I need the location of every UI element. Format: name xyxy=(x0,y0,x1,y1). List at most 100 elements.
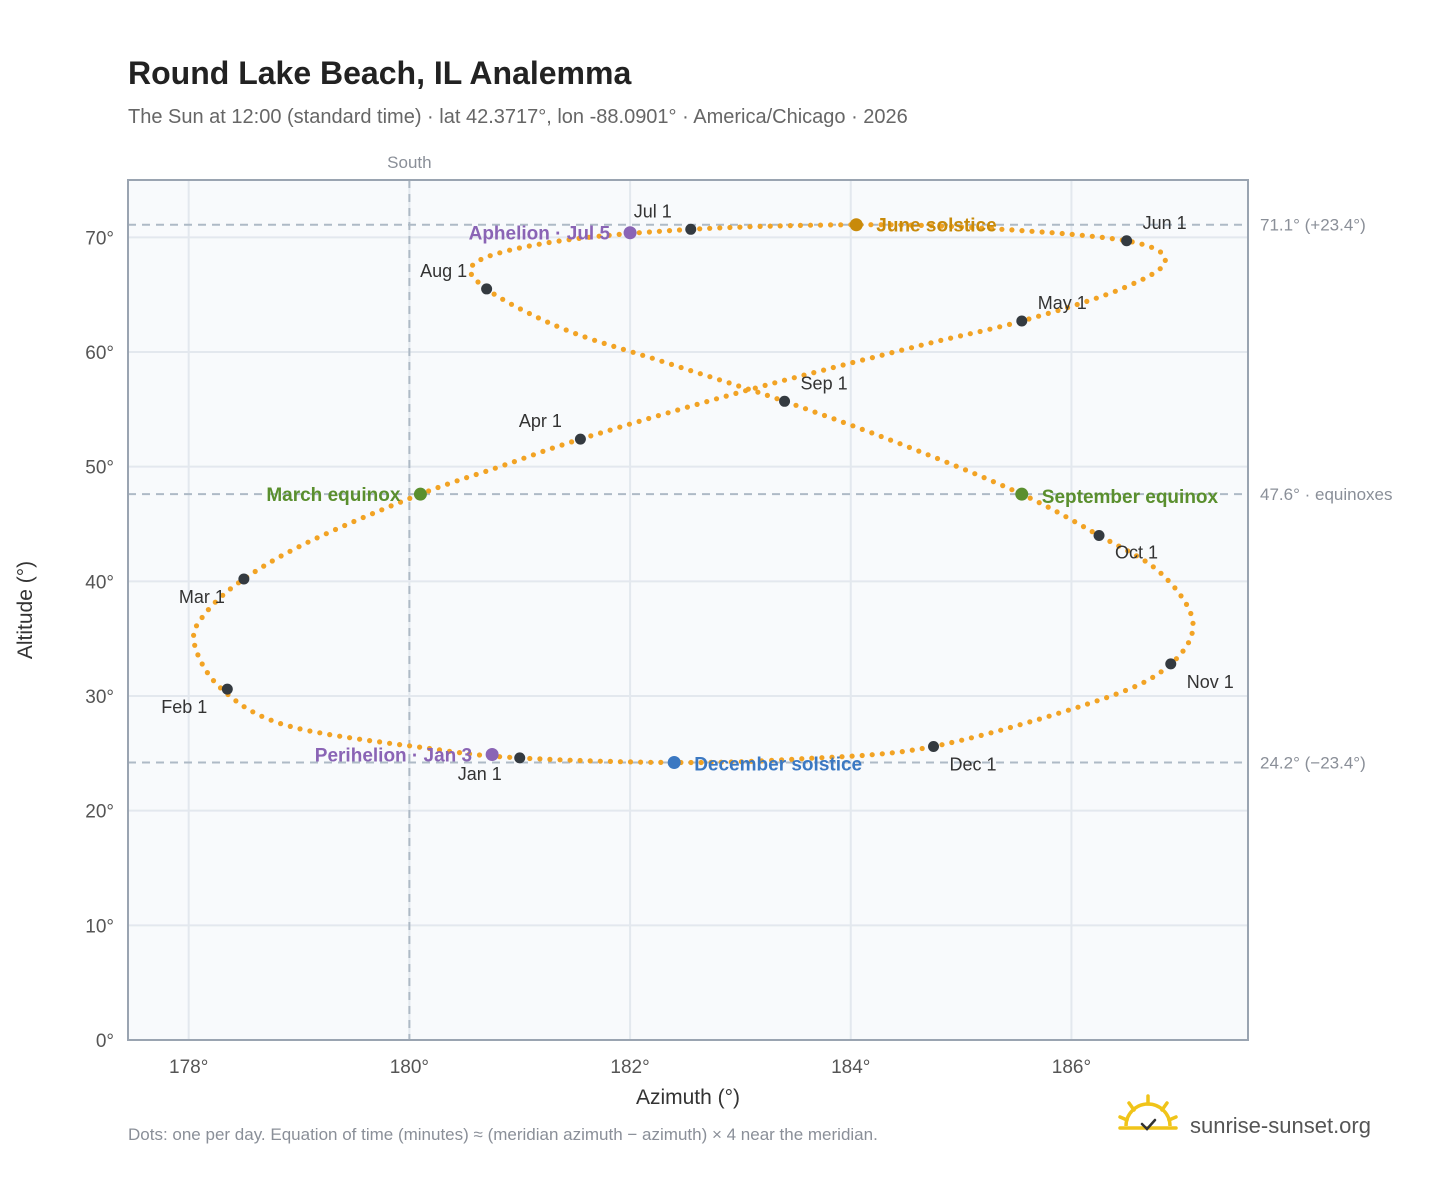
daily-dot xyxy=(704,399,710,405)
daily-dot xyxy=(869,355,876,361)
event-label: Perihelion · Jan 3 xyxy=(315,745,472,766)
daily-dot xyxy=(978,732,984,739)
month-label: Sep 1 xyxy=(801,373,848,393)
daily-dot xyxy=(1116,543,1122,549)
month-label: Mar 1 xyxy=(179,587,225,607)
daily-dot xyxy=(492,465,498,471)
daily-dot xyxy=(327,732,333,738)
daily-dot xyxy=(889,350,895,356)
daily-dot xyxy=(1056,710,1062,716)
daily-dot xyxy=(636,418,642,424)
y-tick-label: 70° xyxy=(85,228,114,249)
daily-dot xyxy=(811,370,817,376)
daily-dot xyxy=(948,223,955,230)
daily-dot xyxy=(250,709,256,715)
daily-dot xyxy=(521,455,527,461)
daily-dot xyxy=(545,319,551,325)
axis-ticks: 178° 180° 182° 184° 186° 0° 10° 20° 30° 40° 50° 60°… xyxy=(85,228,1091,1078)
daily-dot xyxy=(688,368,694,374)
plot-frame xyxy=(127,179,1249,1041)
x-tick-label: 180° xyxy=(390,1057,429,1078)
daily-dot xyxy=(1162,257,1168,263)
y-tick-label: 20° xyxy=(85,802,114,823)
month-marker xyxy=(574,433,586,445)
daily-dot xyxy=(626,421,633,427)
daily-dot xyxy=(944,459,950,465)
daily-dot xyxy=(959,737,965,743)
daily-dot xyxy=(1049,230,1055,236)
daily-dot xyxy=(1036,716,1042,722)
daily-dot xyxy=(666,228,673,234)
daily-dot xyxy=(817,222,824,228)
daily-dot xyxy=(617,759,624,765)
daily-dot xyxy=(868,222,874,228)
daily-dot xyxy=(781,377,788,383)
daily-dot xyxy=(527,755,533,762)
daily-dot xyxy=(1150,674,1156,681)
daily-dot xyxy=(899,347,905,353)
daily-dot xyxy=(697,371,703,377)
daily-dot xyxy=(607,427,613,433)
daily-dot xyxy=(812,409,818,415)
daily-dot xyxy=(526,310,533,317)
event-label: December solstice xyxy=(694,755,862,776)
month-label: Jun 1 xyxy=(1143,213,1187,233)
daily-dot xyxy=(830,364,836,371)
daily-dot xyxy=(659,358,665,364)
daily-dot xyxy=(762,382,768,388)
daily-dot xyxy=(949,739,955,746)
daily-dot xyxy=(1007,724,1014,731)
daily-dot xyxy=(1149,244,1155,250)
daily-dot xyxy=(716,377,723,383)
daily-dot xyxy=(859,426,865,432)
daily-dot xyxy=(897,441,903,447)
daily-dot xyxy=(217,685,224,691)
daily-dot xyxy=(1046,713,1052,719)
daily-dot xyxy=(1099,234,1105,240)
daily-dot xyxy=(616,231,622,237)
daily-dot xyxy=(972,471,978,477)
daily-dot xyxy=(470,262,476,268)
daily-dot xyxy=(769,757,775,764)
daily-dot xyxy=(597,758,603,764)
daily-dot xyxy=(535,315,542,321)
grid-lines xyxy=(128,180,1248,1041)
daily-dot xyxy=(204,670,210,676)
daily-dot xyxy=(962,467,969,473)
reference-line-label: 24.2° (−23.4°) xyxy=(1260,754,1366,773)
daily-dot xyxy=(205,607,211,613)
daily-dot xyxy=(649,355,655,361)
daily-dot xyxy=(601,340,607,346)
daily-dot xyxy=(733,390,739,396)
daily-dot xyxy=(727,224,733,231)
daily-dot xyxy=(821,367,827,373)
daily-dot xyxy=(466,751,473,757)
daily-dot xyxy=(938,337,944,343)
daily-dot xyxy=(607,758,614,765)
daily-dot xyxy=(908,222,914,228)
daily-dot xyxy=(630,349,636,355)
daily-dot xyxy=(968,735,975,741)
daily-dot xyxy=(388,503,394,509)
daily-dot xyxy=(1113,691,1119,697)
daily-dot xyxy=(549,445,556,451)
daily-dot xyxy=(1158,669,1164,675)
daily-dot xyxy=(556,238,562,244)
daily-dot xyxy=(919,745,925,752)
event-marker xyxy=(849,218,863,232)
daily-dot xyxy=(1006,321,1013,327)
daily-dot xyxy=(500,296,506,302)
daily-dot xyxy=(684,404,691,410)
daily-dot xyxy=(828,222,834,228)
daily-dot xyxy=(1009,227,1015,233)
daily-dot xyxy=(573,331,579,337)
daily-dot xyxy=(586,234,592,240)
daily-dot xyxy=(1019,228,1025,234)
daily-dot xyxy=(1026,316,1032,322)
daily-dot xyxy=(587,758,593,764)
daily-dot xyxy=(627,759,634,765)
daily-dot xyxy=(767,223,773,229)
daily-dot xyxy=(757,223,763,229)
daily-dot xyxy=(620,346,627,352)
daily-dot xyxy=(212,599,218,605)
